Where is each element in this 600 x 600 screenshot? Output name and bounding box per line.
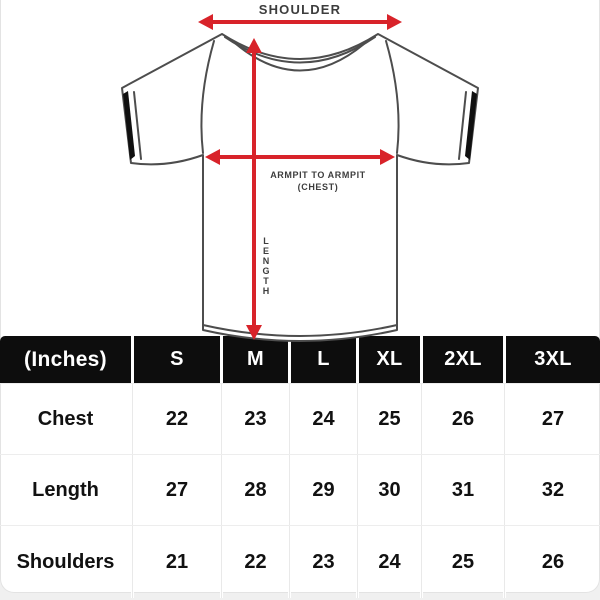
column-divider [356, 455, 359, 525]
column-divider [131, 526, 134, 598]
column-divider [356, 526, 359, 598]
row-label-cell: Shoulders [16, 550, 115, 573]
table-header-row: (Inches) S M L XL 2XL 3XL [0, 336, 600, 383]
size-header-cell: 3XL [506, 336, 600, 383]
value-cell: 25 [451, 550, 475, 573]
column-divider [288, 384, 291, 454]
value-cell: 26 [541, 550, 565, 573]
table-row: Chest 22 23 24 25 26 27 [0, 383, 600, 454]
value-cell: 21 [165, 550, 189, 573]
column-divider [220, 526, 223, 598]
column-divider [420, 526, 423, 598]
table-row: Length 27 28 29 30 31 32 [0, 454, 600, 525]
value-cell: 24 [378, 550, 401, 573]
value-cell: 23 [244, 407, 267, 430]
value-cell: 28 [244, 478, 267, 501]
value-cell: 22 [165, 407, 189, 430]
value-cell: 29 [312, 478, 335, 501]
column-divider [131, 455, 134, 525]
column-divider [503, 455, 506, 525]
value-cell: 30 [378, 478, 401, 501]
column-divider [420, 384, 423, 454]
row-label-cell: Length [32, 478, 99, 501]
unit-header-cell: (Inches) [0, 336, 131, 383]
value-cell: 27 [165, 478, 189, 501]
value-cell: 24 [312, 407, 335, 430]
value-cell: 31 [451, 478, 475, 501]
size-header-cell: L [291, 336, 356, 383]
size-header-cell: M [223, 336, 288, 383]
column-divider [288, 455, 291, 525]
column-divider [220, 384, 223, 454]
value-cell: 25 [378, 407, 401, 430]
size-table: (Inches) S M L XL 2XL 3XL Chest 22 23 24 25 26 27 Leng… [0, 336, 600, 598]
column-divider [131, 384, 134, 454]
value-cell: 32 [541, 478, 565, 501]
size-header-cell: 2XL [423, 336, 503, 383]
value-cell: 27 [541, 407, 565, 430]
column-divider [503, 384, 506, 454]
column-divider [420, 455, 423, 525]
column-divider [288, 526, 291, 598]
column-divider [503, 526, 506, 598]
size-header-cell: S [134, 336, 220, 383]
value-cell: 22 [244, 550, 267, 573]
size-header-cell: XL [359, 336, 420, 383]
column-divider [356, 384, 359, 454]
value-cell: 26 [451, 407, 475, 430]
row-label-cell: Chest [37, 407, 94, 430]
column-divider [220, 455, 223, 525]
table-row: Shoulders 21 22 23 24 25 26 [0, 525, 600, 598]
value-cell: 23 [312, 550, 335, 573]
